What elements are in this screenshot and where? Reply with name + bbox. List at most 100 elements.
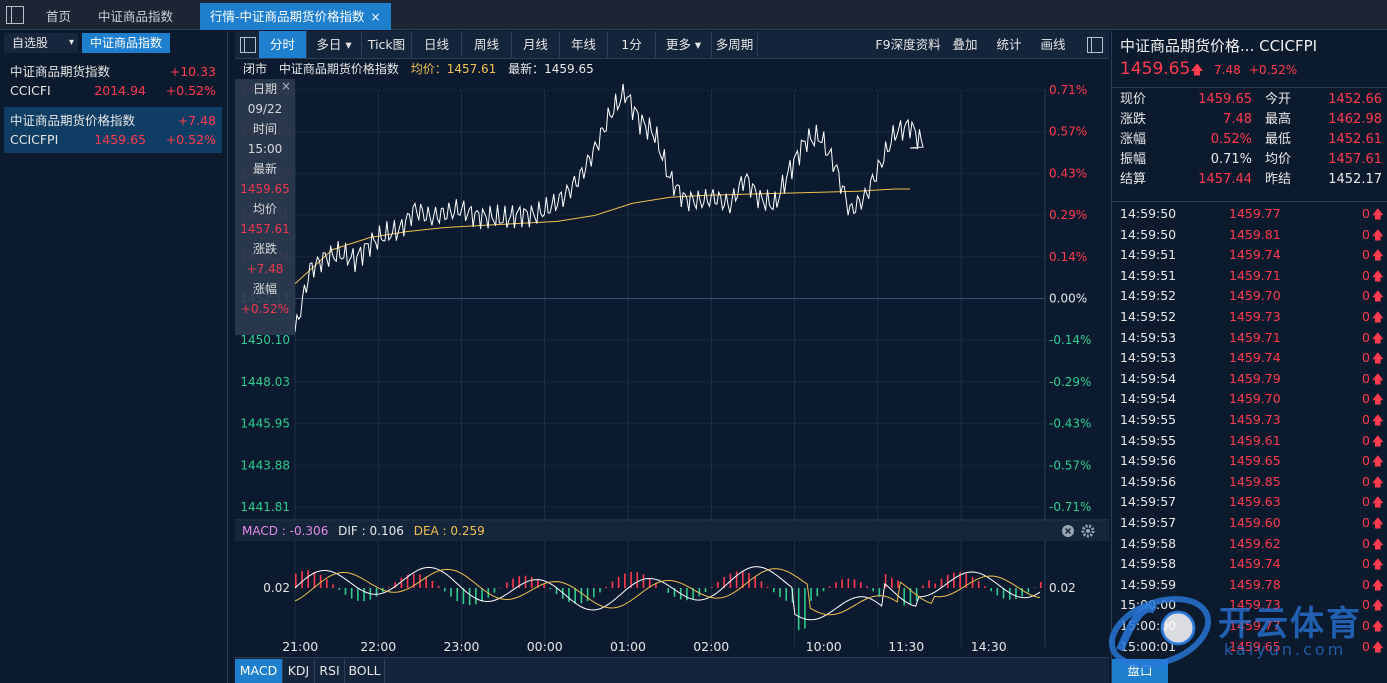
tick-price: 1459.81 (1229, 226, 1281, 242)
current-price: 1459.65🡅 (1120, 59, 1204, 83)
macd-bar (1021, 588, 1023, 597)
y-tick-pct-label: -0.43% (1049, 417, 1091, 431)
tooltip-latest-label: 最新 (252, 162, 277, 176)
tick-row: 14:59:51 1459.74 0 🡅 (1120, 245, 1384, 266)
tick-price: 1459.65 (1229, 638, 1281, 654)
macd-bar (499, 587, 502, 588)
macd-bar (785, 588, 788, 601)
panel-toggle-icon[interactable] (240, 37, 256, 53)
close-circle-icon[interactable] (1062, 525, 1074, 537)
macd-bar (704, 588, 707, 593)
macd-bar (462, 588, 465, 604)
tick-time: 14:59:54 (1120, 370, 1177, 386)
tick-price: 1459.70 (1229, 391, 1281, 407)
btn-multi-day[interactable]: 多日 ▾ (307, 31, 362, 58)
btn-statistics[interactable]: 统计 (996, 37, 1022, 52)
tick-row: 14:59:56 1459.65 0 🡅 (1120, 451, 1384, 472)
list-item-selected[interactable]: 中证商品期货价格指数 +7.48 CCICFPI 1459.65 +0.52% (4, 107, 222, 153)
chevron-down-icon: ▾ (345, 37, 352, 52)
tick-price: 1459.73 (1229, 412, 1281, 427)
macd-bar (1015, 588, 1017, 600)
sidebar-toggle-icon[interactable] (6, 6, 24, 24)
tick-time: 14:59:52 (1120, 288, 1177, 304)
tick-price: 1459.77 (1229, 618, 1281, 633)
arrow-up-icon: 🡅 (1371, 516, 1384, 530)
btn-overlay[interactable]: 叠加 (952, 37, 978, 52)
tooltip-avg-label: 均价 (252, 202, 277, 216)
btn-yearly[interactable]: 年线 (560, 31, 608, 58)
btn-daily[interactable]: 日线 (412, 31, 462, 58)
macd-bar (617, 576, 620, 588)
macd-bar (884, 574, 887, 588)
tab-rsi[interactable]: RSI (315, 659, 345, 683)
x-tick-label: 02:00 (693, 639, 729, 654)
tick-price: 1459.77 (1229, 206, 1281, 221)
tick-volume: 0 (1362, 556, 1370, 572)
quote-value: 7.48 (1223, 112, 1252, 127)
macd-bar (847, 578, 850, 588)
tick-time: 15:00:00 (1120, 597, 1177, 613)
arrow-up-icon: 🡅 (1371, 289, 1384, 304)
x-tick-label: 01:00 (610, 639, 646, 654)
tab-label: 首页 (46, 9, 72, 24)
macd-axis-label: 0.02 (263, 581, 290, 595)
close-icon[interactable]: × (370, 10, 381, 24)
macd-bar (841, 579, 843, 588)
macd-bar (984, 586, 986, 588)
quote-label: 振幅 (1120, 152, 1147, 167)
right-panel-toggle-icon[interactable] (1087, 37, 1103, 53)
macd-bar (692, 588, 694, 600)
close-icon[interactable]: × (280, 79, 291, 93)
tick-row: 14:59:57 1459.60 0 🡅 (1120, 513, 1384, 534)
quote-value: 1457.44 (1198, 172, 1252, 187)
macd-bar (493, 588, 496, 593)
tick-time: 14:59:56 (1120, 473, 1177, 489)
pankou-button[interactable]: 盘口 (1112, 659, 1168, 683)
indicator-tabs: MACD KDJ RSI BOLL (235, 657, 1109, 683)
btn-1min[interactable]: 1分 (608, 31, 656, 58)
btn-tick[interactable]: Tick图 (362, 31, 412, 58)
tab-macd[interactable]: MACD (235, 659, 283, 683)
tick-volume: 0 (1362, 412, 1370, 427)
btn-monthly[interactable]: 月线 (512, 31, 560, 58)
tab-kdj[interactable]: KDJ (283, 659, 315, 683)
watchlist-dropdown[interactable]: 自选股 (4, 33, 78, 53)
btn-weekly[interactable]: 周线 (462, 31, 512, 58)
quote-value: 1452.66 (1328, 92, 1382, 107)
gear-icon[interactable] (1081, 524, 1095, 538)
tab-csi-commodity[interactable]: 中证商品指数 (88, 3, 183, 30)
macd-bar (748, 573, 750, 588)
macd-bar (332, 584, 334, 588)
btn-intraday[interactable]: 分时 (259, 31, 307, 58)
btn-draw-line[interactable]: 画线 (1040, 37, 1066, 52)
macd-bar (580, 588, 583, 604)
tick-volume: 0 (1362, 247, 1370, 263)
tooltip-change: +7.48 (246, 262, 284, 276)
x-tick-label: 10:00 (806, 639, 842, 654)
btn-more[interactable]: 更多 ▾ (656, 31, 712, 58)
macd-bar (313, 571, 316, 588)
y-tick-label: 1441.81 (240, 500, 290, 514)
tab-home[interactable]: 首页 (36, 3, 81, 30)
macd-bar (810, 588, 812, 601)
macd-bar (437, 585, 440, 588)
divider (1112, 87, 1387, 88)
btn-f9-data[interactable]: F9深度资料 (875, 37, 941, 52)
quote-value: 1457.61 (1328, 152, 1382, 167)
tick-price: 1459.85 (1229, 473, 1281, 489)
subtab-csi-commodity[interactable]: 中证商品指数 (82, 33, 171, 53)
macd-bar (953, 572, 955, 588)
intraday-chart[interactable]: 1462.531460.461458.391456.311454.241452.… (235, 79, 1109, 657)
macd-bar (319, 574, 322, 588)
list-item[interactable]: 中证商品期货指数 +10.33 CCICFI 2014.94 +0.52% (4, 58, 222, 104)
quote-title: 中证商品期货价格... CCICFPI (1120, 35, 1317, 56)
quote-label: 今开 (1265, 92, 1292, 107)
tick-time: 14:59:58 (1120, 535, 1177, 551)
btn-multi-period[interactable]: 多周期 (712, 31, 758, 58)
y-tick-pct-label: -0.57% (1049, 458, 1091, 472)
tab-boll[interactable]: BOLL (345, 659, 385, 683)
tick-volume: 0 (1362, 576, 1370, 592)
chart-area[interactable]: 1462.531460.461458.391456.311454.241452.… (235, 79, 1109, 683)
tab-quote-active[interactable]: 行情-中证商品期货价格指数 × (200, 3, 391, 30)
dea-value: DEA : 0.259 (413, 524, 485, 538)
